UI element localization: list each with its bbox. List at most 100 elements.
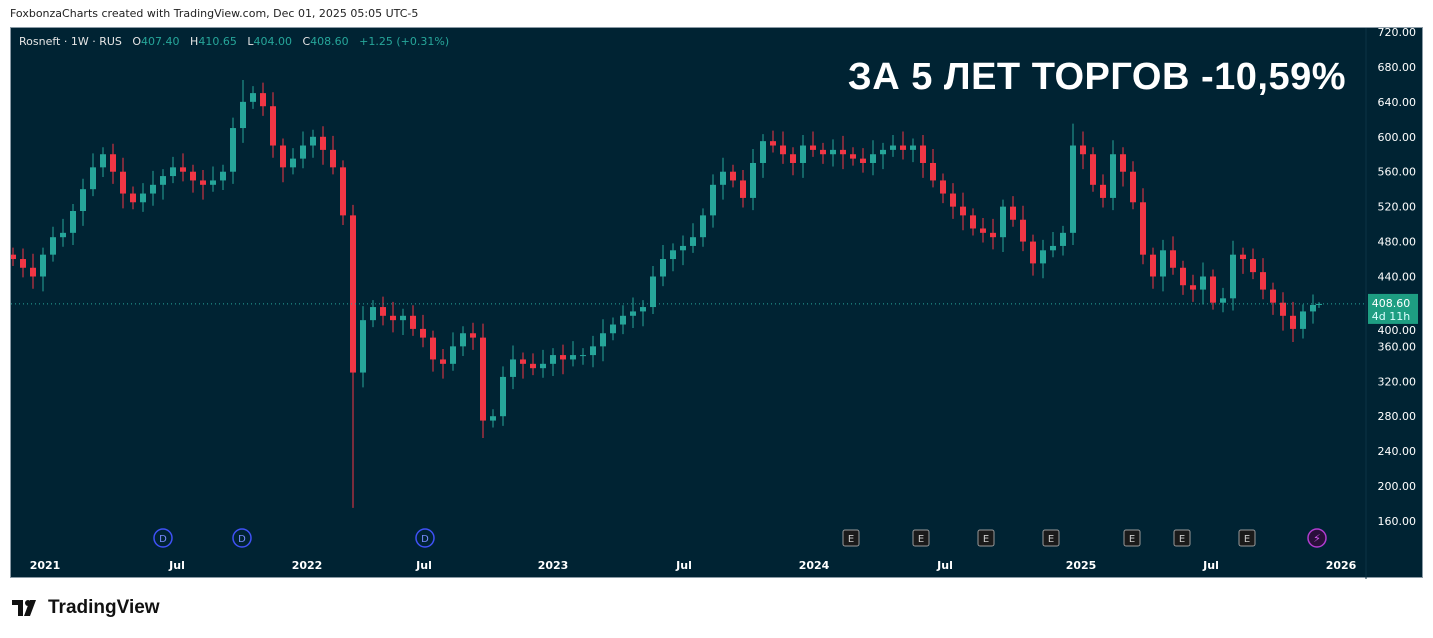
- candle-body: [80, 189, 86, 212]
- y-tick-label: 440.00: [1378, 270, 1417, 283]
- candle-body: [330, 149, 336, 168]
- candle-body: [420, 328, 426, 338]
- candle-body: [1030, 241, 1036, 264]
- candle-body: [40, 254, 46, 277]
- candle-body: [630, 311, 636, 316]
- last-price-label-bg: [1368, 293, 1418, 324]
- countdown-label: 4d 11h: [1372, 310, 1410, 323]
- candle-body: [1290, 315, 1296, 329]
- candle-body: [1110, 154, 1116, 198]
- candle-body: [280, 145, 286, 168]
- candle-body: [460, 333, 466, 347]
- candle-body: [1150, 254, 1156, 277]
- x-tick-label: Jul: [1202, 559, 1219, 572]
- x-tick-label: Jul: [415, 559, 432, 572]
- candle-body: [100, 154, 106, 168]
- candle-body: [1120, 154, 1126, 172]
- candle-body: [410, 315, 416, 329]
- y-tick-label: 640.00: [1378, 96, 1417, 109]
- candle-body: [800, 145, 806, 163]
- candle-body: [1180, 267, 1186, 286]
- candle-body: [1080, 145, 1086, 155]
- candle-body: [850, 154, 856, 159]
- tradingview-logo-icon: [12, 600, 36, 616]
- x-tick-label: 2021: [30, 559, 61, 572]
- candle-body: [680, 245, 686, 251]
- candle-body: [840, 149, 846, 155]
- open-value: 407.40: [141, 35, 180, 48]
- candle-body: [490, 416, 496, 421]
- candle-body: [540, 363, 546, 369]
- x-tick-label: 2024: [799, 559, 830, 572]
- candle-body: [300, 145, 306, 159]
- high-label: H: [190, 35, 199, 48]
- candle-body: [360, 320, 366, 373]
- x-tick-label: Jul: [168, 559, 185, 572]
- symbol-name[interactable]: Rosneft · 1W · RUS: [19, 35, 122, 48]
- candle-body: [160, 176, 166, 185]
- candle-body: [60, 232, 66, 238]
- candle-body: [610, 324, 616, 334]
- candle-body: [960, 206, 966, 216]
- candle-body: [260, 93, 266, 107]
- earnings-marker: [977, 529, 995, 547]
- earnings-marker-label: E: [1244, 534, 1250, 545]
- candle-body: [370, 307, 376, 321]
- earnings-marker-label: E: [1129, 534, 1135, 545]
- open-label: O: [132, 35, 142, 48]
- candle-body: [830, 149, 836, 155]
- dividend-marker: [153, 528, 173, 548]
- candle-body: [980, 228, 986, 233]
- candle-body: [860, 158, 866, 163]
- candle-body: [900, 145, 906, 150]
- earnings-marker: [1238, 529, 1256, 547]
- earnings-marker-label: E: [1048, 534, 1054, 545]
- chart-panel[interactable]: 720.00 680.00 640.00 600.00 560.00 520.00 480.…: [10, 27, 1424, 579]
- earnings-marker-label: E: [1179, 534, 1185, 545]
- candle-body: [90, 167, 96, 190]
- candle-body: [1230, 254, 1236, 299]
- candle-body: [1170, 250, 1176, 268]
- y-tick-label: 160.00: [1378, 515, 1417, 528]
- x-tick-label: 2022: [292, 559, 323, 572]
- candle-body: [1200, 276, 1206, 290]
- y-tick-label: 680.00: [1378, 61, 1417, 74]
- candle-body: [740, 180, 746, 198]
- y-tick-label: 480.00: [1378, 236, 1417, 249]
- candle-body: [140, 193, 146, 203]
- y-tick-label: 520.00: [1378, 201, 1417, 214]
- candle-body: [150, 184, 156, 194]
- y-tick-label: 560.00: [1378, 166, 1417, 179]
- candle-body: [870, 154, 876, 163]
- candle-body: [650, 276, 656, 308]
- low-value: 404.00: [253, 35, 292, 48]
- candle-body: [1000, 206, 1006, 238]
- earnings-marker: [842, 529, 860, 547]
- candle-body: [290, 158, 296, 168]
- candle-body: [920, 145, 926, 163]
- chart-credit: FoxbonzaCharts created with TradingView.…: [10, 7, 419, 20]
- candle-body: [450, 346, 456, 364]
- candle-body: [710, 184, 716, 216]
- candle-body: [700, 215, 706, 238]
- candle-body: [1300, 311, 1306, 329]
- candle-body: [720, 171, 726, 185]
- logo-text: TradingView: [48, 597, 160, 618]
- candle-body: [1160, 250, 1166, 277]
- candle-body: [550, 355, 556, 364]
- y-tick-label: 320.00: [1378, 375, 1417, 388]
- candle-body: [950, 193, 956, 207]
- y-tick-label: 400.00: [1378, 324, 1417, 337]
- candlestick-chart[interactable]: 720.00 680.00 640.00 600.00 560.00 520.00 480.…: [11, 28, 1424, 579]
- candle-body: [1220, 298, 1226, 303]
- candle-body: [910, 145, 916, 150]
- candle-body: [70, 211, 76, 233]
- candle-body: [1310, 304, 1316, 312]
- candle-body: [380, 307, 386, 316]
- candle-body: [570, 355, 576, 360]
- candle-body: [430, 337, 436, 360]
- candle-body: [1270, 289, 1276, 303]
- tradingview-logo[interactable]: TradingView: [12, 597, 160, 619]
- headline-annotation: ЗА 5 ЛЕТ ТОРГОВ -10,59%: [847, 56, 1346, 98]
- candle-body: [780, 145, 786, 155]
